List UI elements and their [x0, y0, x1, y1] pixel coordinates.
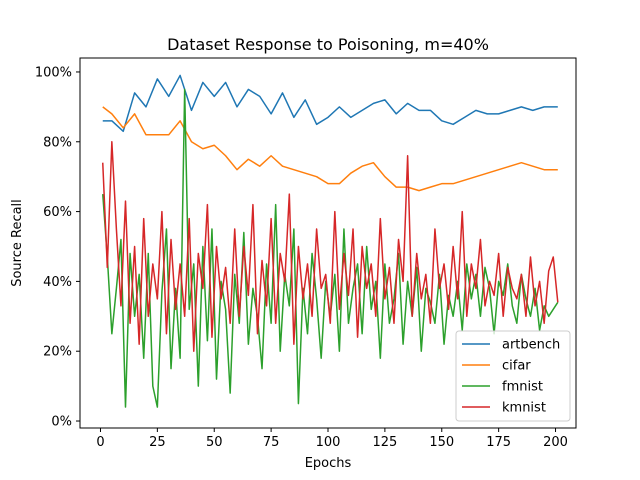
legend-box: [455, 330, 571, 422]
x-tick-label: 175: [486, 435, 511, 450]
legend-label-cifar: cifar: [502, 359, 531, 374]
x-axis-label: Epochs: [305, 456, 352, 471]
legend-label-artbench: artbench: [502, 338, 560, 353]
x-tick-label: 150: [429, 435, 454, 450]
axes-layer: 0 25 50 75 100 125 150 175 200 0% 20% 40% 60% 80% 100%: [35, 65, 568, 450]
series-layer: [102, 74, 559, 408]
x-tick-label: 0: [96, 435, 104, 450]
x-tick-label: 25: [149, 435, 166, 450]
chart-title: Dataset Response to Poisoning, m=40%: [167, 35, 489, 54]
legend: artbench cifar fmnist kmnist: [455, 330, 571, 422]
series-line-kmnist: [102, 141, 559, 352]
legend-label-fmnist: fmnist: [502, 380, 543, 395]
x-tick-label: 100: [316, 435, 341, 450]
y-axis-label: Source Recall: [10, 199, 25, 287]
y-tick-label: 60%: [43, 205, 72, 220]
series-line-cifar: [102, 106, 558, 192]
series-line-artbench: [102, 74, 558, 133]
y-tick-label: 80%: [43, 135, 72, 150]
x-tick-label: 200: [543, 435, 568, 450]
y-tick-label: 20%: [43, 345, 72, 360]
y-tick-label: 40%: [43, 275, 72, 290]
y-tick-label: 0%: [51, 415, 72, 430]
legend-label-kmnist: kmnist: [502, 401, 546, 416]
x-tick-label: 75: [263, 435, 280, 450]
x-tick-label: 125: [372, 435, 397, 450]
x-tick-label: 50: [206, 435, 223, 450]
y-tick-label: 100%: [35, 65, 72, 80]
